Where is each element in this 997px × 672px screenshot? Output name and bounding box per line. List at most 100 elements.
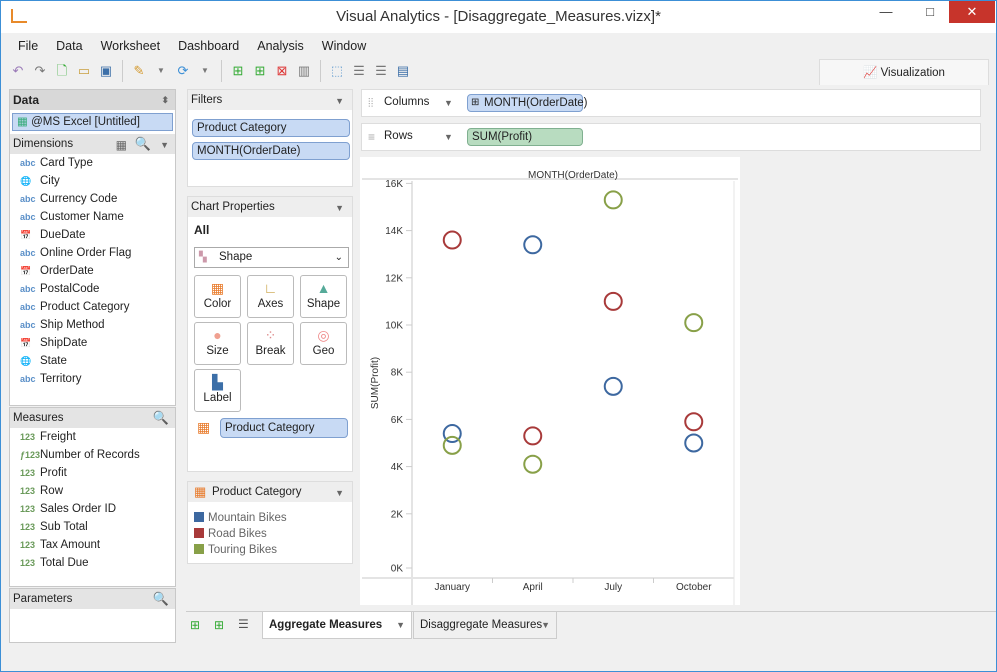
sort-asc-icon[interactable]: ☰ (353, 63, 365, 78)
field-label: Customer Name (40, 211, 124, 223)
shape-button[interactable]: ▲ Shape (300, 275, 347, 318)
field-item[interactable]: abc Ship Method (10, 316, 175, 334)
menu-worksheet[interactable]: Worksheet (100, 39, 161, 53)
search-icon[interactable]: 🔍 (134, 136, 151, 151)
search-icon[interactable]: 🔍 (152, 591, 169, 606)
sheet-list-icon[interactable]: ☰ (238, 617, 249, 631)
refresh-icon[interactable]: ⟳ (177, 63, 189, 78)
filter-pill[interactable]: Product Category (192, 119, 350, 137)
text-type-icon: abc (20, 284, 36, 294)
field-item[interactable]: abc PostalCode (10, 280, 175, 298)
filters-title: Filters (191, 94, 223, 106)
field-item[interactable]: abc Online Order Flag (10, 244, 175, 262)
field-item[interactable]: ƒ123Number of Records (10, 446, 175, 464)
add-sheet-icon[interactable]: ⊞ (190, 618, 201, 632)
dropdown-arrow-icon[interactable]: ▼ (541, 620, 550, 630)
field-item[interactable]: 123 Freight (10, 428, 175, 446)
columns-pill[interactable]: ⊞ MONTH(OrderDate) (467, 94, 588, 112)
data-point-road-bikes (442, 230, 462, 250)
legend-header: ▦ Product Category ▼ (188, 482, 352, 502)
break-button[interactable]: ⁘ Break (247, 322, 294, 365)
data-point-road-bikes (684, 412, 704, 432)
legend-item[interactable]: Mountain Bikes (188, 510, 352, 526)
field-item[interactable]: 123 Tax Amount (10, 536, 175, 554)
field-item[interactable]: abc Card Type (10, 154, 175, 172)
legend-item[interactable]: Road Bikes (188, 526, 352, 542)
size-button[interactable]: ● Size (194, 322, 241, 365)
field-item[interactable]: 📅 ShipDate (10, 334, 175, 352)
field-item[interactable]: 📅 OrderDate (10, 262, 175, 280)
menu-window[interactable]: Window (321, 39, 367, 53)
minimize-button[interactable]: — (879, 4, 893, 19)
field-item[interactable]: abc Currency Code (10, 190, 175, 208)
y-tick-label: 10K (385, 321, 403, 332)
y-tick-label: 12K (385, 273, 403, 284)
geo-button[interactable]: ◎ Geo (300, 322, 347, 365)
menu-dashboard[interactable]: Dashboard (178, 39, 240, 53)
search-icon[interactable]: 🔍 (152, 410, 169, 425)
text-type-icon: abc (20, 374, 36, 384)
new-icon[interactable]: 🗋 (56, 63, 68, 78)
dropdown-arrow-icon[interactable]: ▼ (160, 140, 169, 150)
redo-icon[interactable]: ↷ (34, 63, 46, 78)
color-button[interactable]: ▦ Color (194, 275, 241, 318)
sort-desc-icon[interactable]: ☰ (375, 63, 387, 78)
sheet-tab-aggregate-measures[interactable]: Aggregate Measures ▼ (262, 612, 412, 639)
save-icon[interactable]: ▣ (99, 63, 113, 78)
field-item[interactable]: 🌐 City (10, 172, 175, 190)
dropdown-arrow-icon[interactable]: ▼ (335, 488, 344, 498)
x-tick-label: October (676, 582, 712, 593)
field-item[interactable]: abc Product Category (10, 298, 175, 316)
close-button[interactable]: ✕ (949, 1, 995, 23)
field-item[interactable]: 123 Profit (10, 464, 175, 482)
rows-pill[interactable]: SUM(Profit) (467, 128, 583, 146)
field-item[interactable]: 📅 DueDate (10, 226, 175, 244)
color-field-pill[interactable]: Product Category (220, 418, 348, 438)
label-button[interactable]: ▙ Label (194, 369, 241, 412)
open-icon[interactable]: ▭ (77, 63, 91, 78)
calendar-icon: 📅 (20, 230, 32, 240)
columns-shelf: ⦙⦙ Columns ▼ ⊞ MONTH(OrderDate) (361, 89, 981, 117)
field-item[interactable]: 123 Total Due (10, 554, 175, 572)
chart-title: MONTH(OrderDate) (528, 170, 618, 181)
dropdown-arrow-icon[interactable]: ▼ (335, 203, 344, 213)
add-dashboard-icon[interactable]: ⊞ (254, 63, 266, 78)
data-source-item[interactable]: ▦ @MS Excel [Untitled] (12, 113, 173, 131)
field-item[interactable]: 123 Sales Order ID (10, 500, 175, 518)
dropdown-arrow-icon[interactable]: ▼ (157, 66, 165, 75)
mark-type-select[interactable]: ▚ Shape ⌄ (194, 247, 349, 268)
field-item[interactable]: abc Customer Name (10, 208, 175, 226)
axes-button[interactable]: ∟ Axes (247, 275, 294, 318)
dropdown-arrow-icon[interactable]: ▼ (444, 98, 453, 108)
dropdown-arrow-icon[interactable]: ▼ (335, 96, 344, 106)
menu-data[interactable]: Data (56, 39, 83, 53)
clear-chart-icon[interactable]: ▥ (297, 63, 311, 78)
dropdown-arrow-icon[interactable]: ▼ (396, 620, 405, 630)
fit-icon[interactable]: ⬚ (330, 63, 344, 78)
field-item[interactable]: 🌐 State (10, 352, 175, 370)
filter-pill[interactable]: MONTH(OrderDate) (192, 142, 350, 160)
field-item[interactable]: 123 Sub Total (10, 518, 175, 536)
undo-icon[interactable]: ↶ (12, 63, 24, 78)
legend-item[interactable]: Touring Bikes (188, 542, 352, 558)
dropdown-arrow-icon[interactable]: ▼ (444, 132, 453, 142)
chart-properties-header: Chart Properties ▼ (188, 197, 352, 217)
field-label: DueDate (40, 229, 86, 241)
add-dashboard-icon[interactable]: ⊞ (214, 618, 225, 632)
field-item[interactable]: abc Territory (10, 370, 175, 388)
dropdown-arrow-icon[interactable]: ▼ (201, 66, 209, 75)
delete-chart-icon[interactable]: ⊠ (276, 63, 288, 78)
show-me-icon[interactable]: ▤ (396, 63, 410, 78)
tab-visualization[interactable]: 📈 Visualization (819, 59, 989, 85)
connect-icon[interactable]: ✎ (133, 63, 145, 78)
field-label: Currency Code (40, 193, 118, 205)
menu-analysis[interactable]: Analysis (257, 39, 304, 53)
maximize-button[interactable]: □ (926, 4, 934, 19)
table-view-icon[interactable]: ▦ (115, 138, 127, 152)
field-item[interactable]: 123 Row (10, 482, 175, 500)
menu-file[interactable]: File (18, 39, 39, 53)
expand-icon[interactable]: ⊞ (471, 97, 480, 108)
sort-arrows-icon[interactable]: ⬍ (161, 95, 169, 105)
add-chart-icon[interactable]: ⊞ (232, 63, 244, 78)
sheet-tab-disaggregate-measures[interactable]: Disaggregate Measures ▼ (413, 612, 557, 639)
